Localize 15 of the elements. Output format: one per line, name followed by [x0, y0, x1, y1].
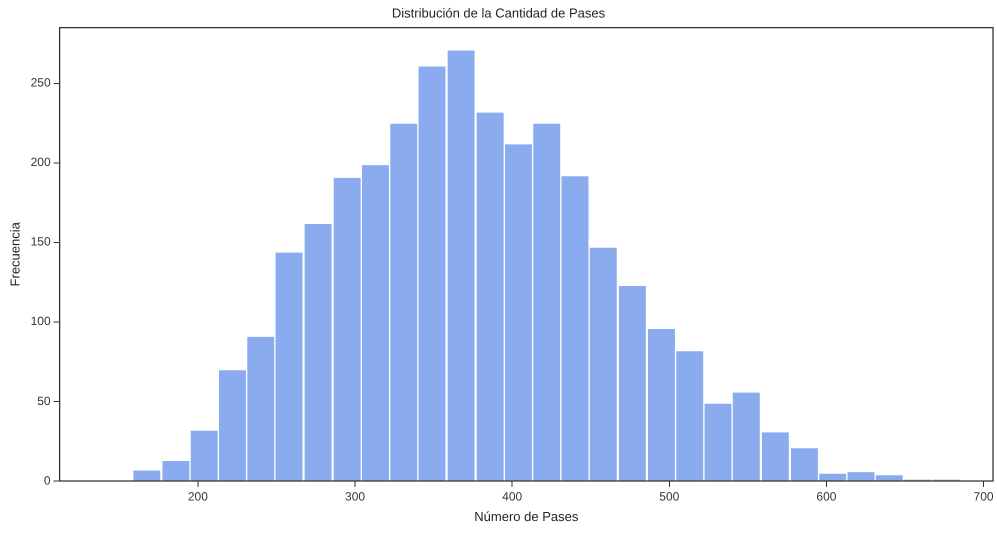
x-tick-label: 500: [659, 490, 680, 504]
y-tick-label: 250: [30, 76, 51, 90]
y-axis-title: Frecuencia: [7, 221, 22, 286]
x-tick-label: 300: [345, 490, 366, 504]
y-tick-label: 100: [30, 314, 51, 328]
x-tick-label: 600: [816, 490, 837, 504]
y-tick-label: 50: [37, 394, 51, 408]
y-tick-label: 0: [44, 473, 51, 488]
x-axis-title: Número de Pases: [474, 508, 579, 524]
x-tick-label: 700: [974, 490, 994, 504]
x-tick-label: 400: [502, 490, 522, 504]
y-tick-label: 150: [30, 234, 51, 249]
x-tick-label: 200: [188, 490, 208, 504]
chart-title: Distribución de la Cantidad de Pases: [392, 5, 606, 20]
y-tick-label: 200: [30, 155, 51, 170]
